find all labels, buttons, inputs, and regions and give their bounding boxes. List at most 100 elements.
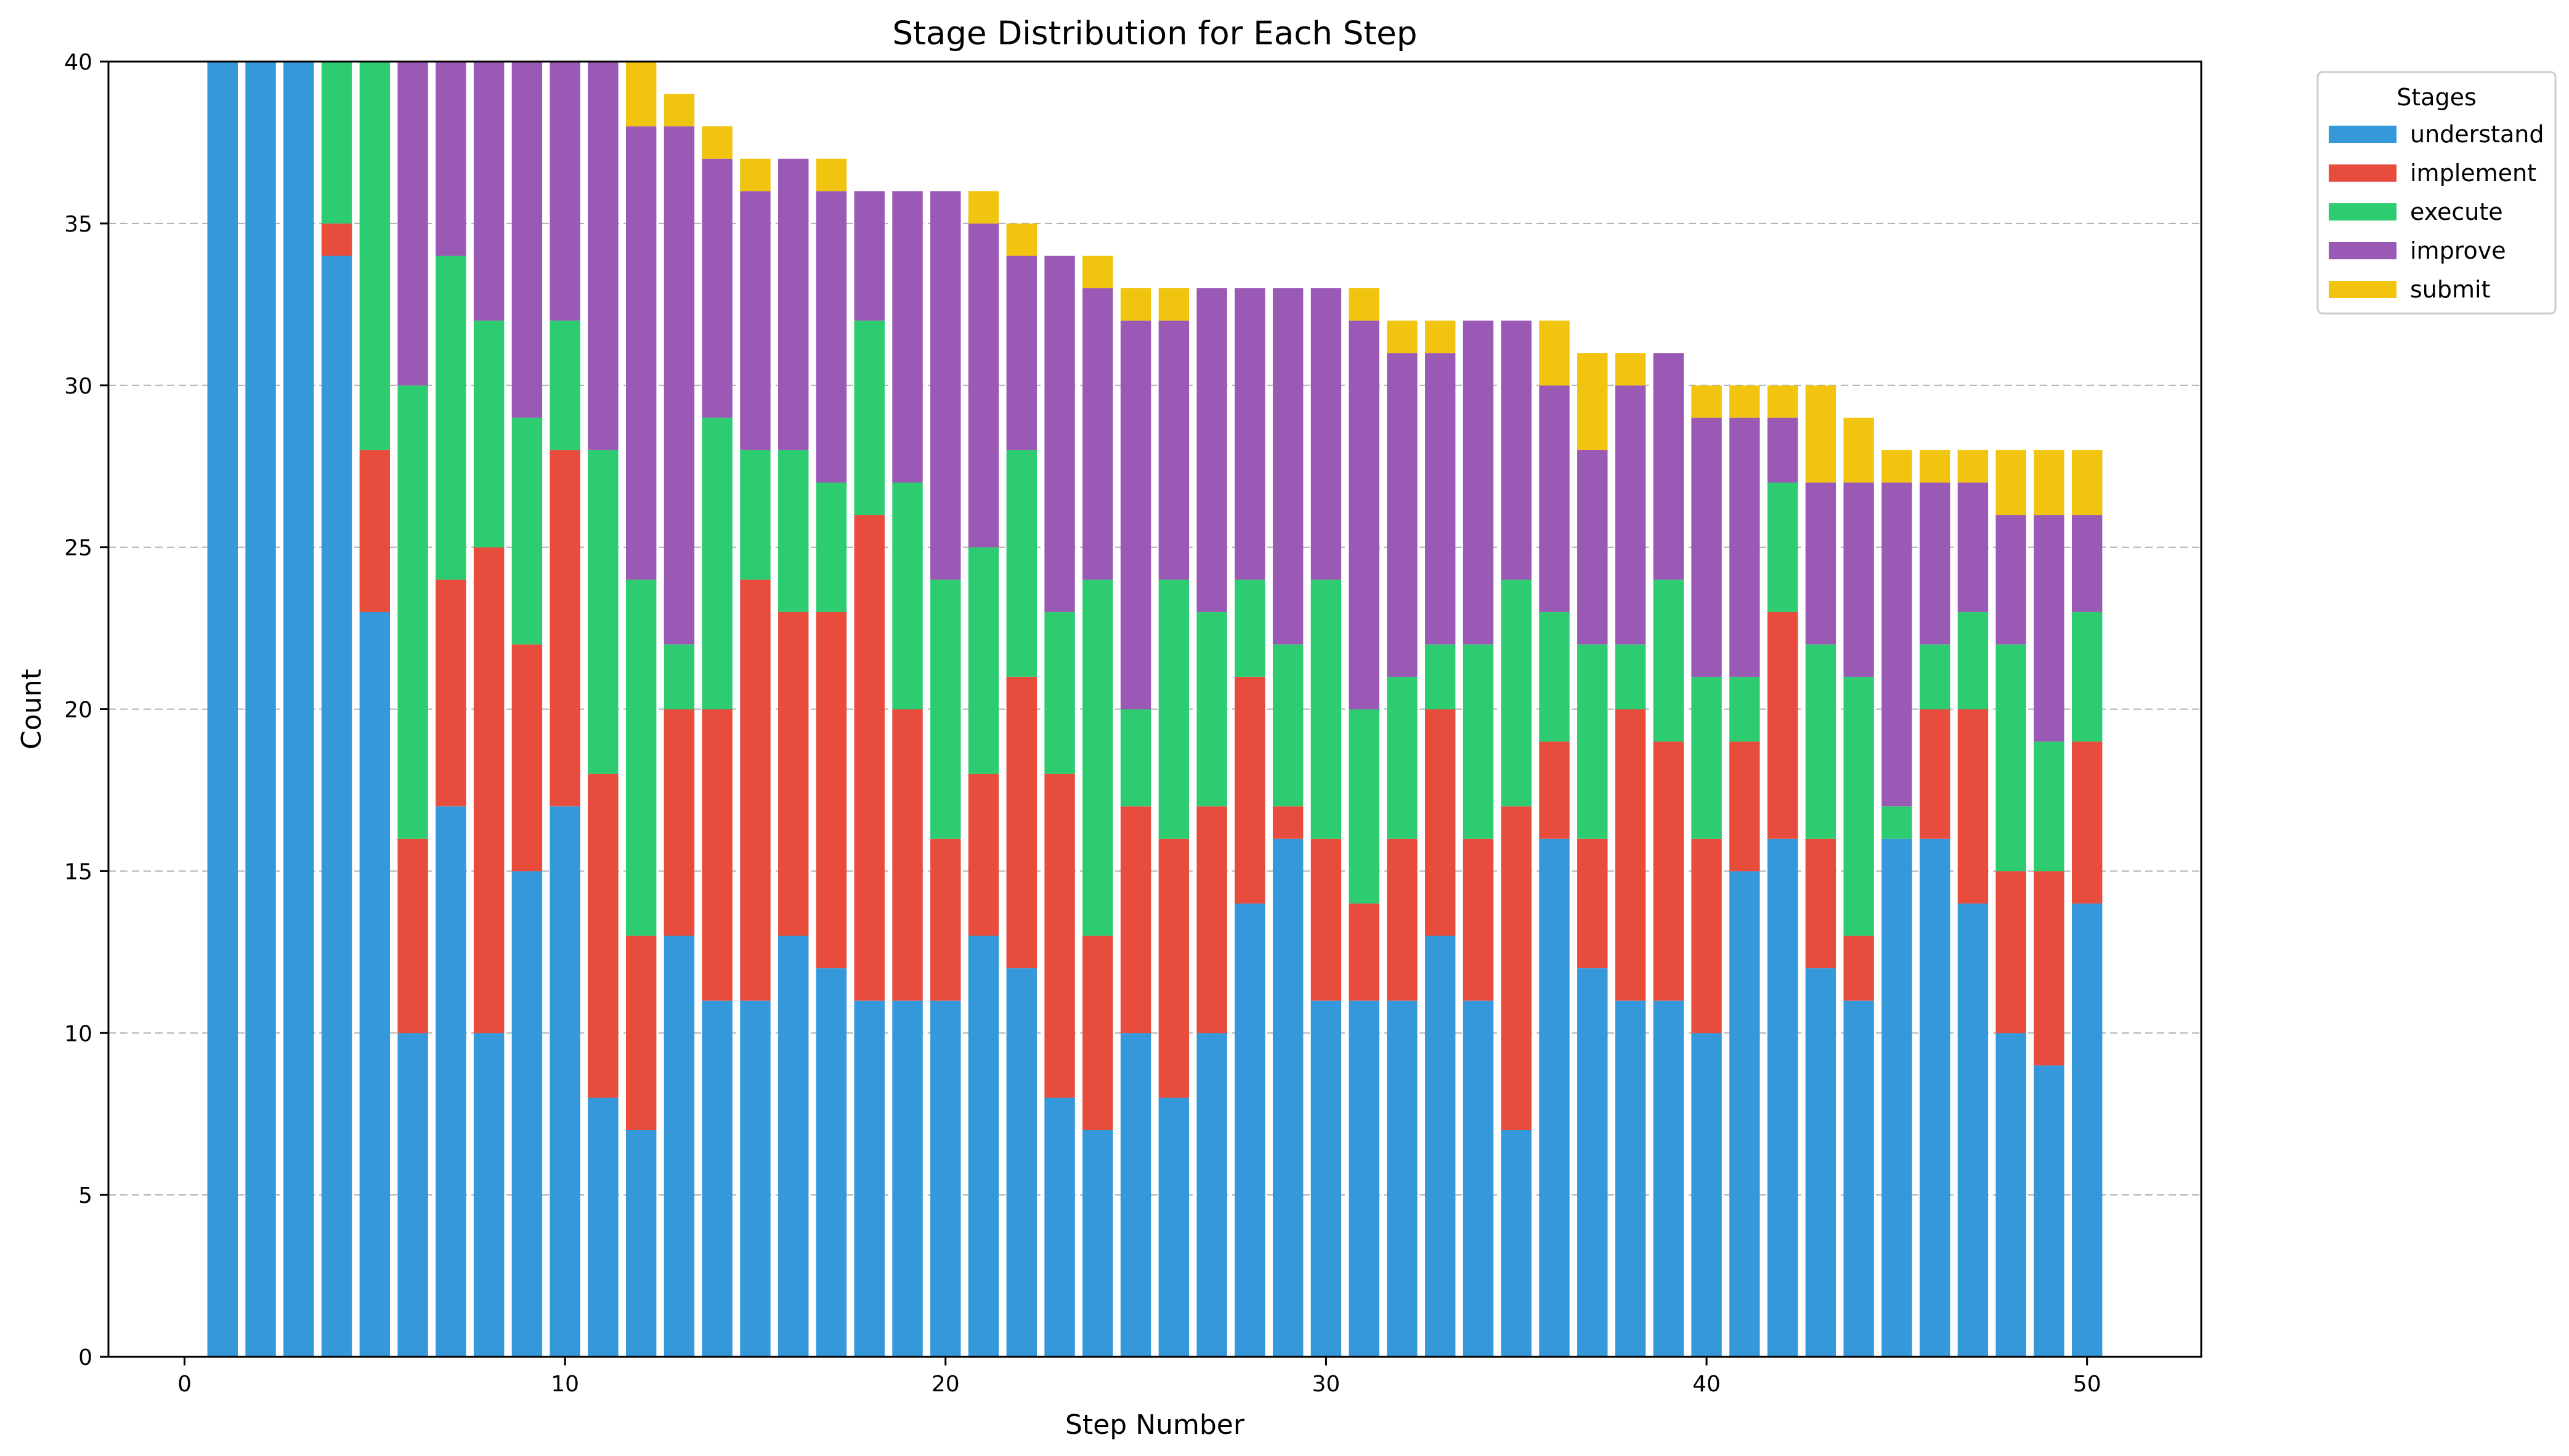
bar-execute xyxy=(511,418,543,645)
bar-implement xyxy=(664,709,695,936)
y-axis-label: Count xyxy=(16,669,47,750)
bar-improve xyxy=(1044,256,1075,612)
bar-understand xyxy=(1995,1033,2026,1357)
bar-execute xyxy=(359,62,391,450)
bar-execute xyxy=(1615,644,1646,710)
legend-label-submit: submit xyxy=(2410,276,2490,303)
bar-implement xyxy=(1691,838,1722,1033)
bar-execute xyxy=(1539,612,1570,742)
bar-improve xyxy=(1577,450,1608,645)
legend-label-understand: understand xyxy=(2410,121,2544,148)
bar-improve xyxy=(1501,320,1532,580)
bar-understand xyxy=(321,256,352,1357)
bar-submit xyxy=(1805,385,1836,483)
bar-submit xyxy=(1767,385,1798,418)
bar-execute xyxy=(1006,450,1037,677)
bar-improve xyxy=(1957,482,1989,612)
bar-improve xyxy=(625,126,657,580)
bar-execute xyxy=(664,644,695,710)
bar-implement xyxy=(625,936,657,1130)
bar-execute xyxy=(892,482,923,710)
bar-implement xyxy=(1729,742,1760,872)
bar-implement xyxy=(2034,871,2064,1066)
bar-implement xyxy=(892,709,923,1001)
bar-submit xyxy=(1881,450,1912,483)
bar-implement xyxy=(588,774,619,1098)
bar-execute xyxy=(778,450,809,612)
bar-understand xyxy=(664,936,695,1357)
bar-implement xyxy=(1463,838,1494,1001)
bar-understand xyxy=(1310,1000,1342,1357)
legend-label-improve: improve xyxy=(2410,237,2506,264)
bar-understand xyxy=(1919,838,1950,1357)
bar-improve xyxy=(816,191,847,483)
bar-improve xyxy=(2034,515,2064,742)
legend-swatch-implement xyxy=(2329,164,2397,182)
bar-understand xyxy=(473,1033,505,1357)
bar-understand xyxy=(1615,1000,1646,1357)
bar-implement xyxy=(1349,903,1379,1001)
bar-execute xyxy=(1957,612,1989,710)
bar-understand xyxy=(397,1033,428,1357)
bar-improve xyxy=(1995,515,2026,645)
bar-submit xyxy=(740,158,771,192)
bar-implement xyxy=(816,612,847,969)
bar-improve xyxy=(588,62,619,450)
y-tick-label: 15 xyxy=(64,859,92,884)
bar-improve xyxy=(1539,385,1570,612)
bar-execute xyxy=(1653,580,1684,742)
bar-implement xyxy=(1082,936,1113,1130)
x-tick-label: 20 xyxy=(931,1372,960,1397)
bar-implement xyxy=(1006,676,1037,969)
bar-submit xyxy=(1539,320,1570,386)
bar-understand xyxy=(1006,968,1037,1357)
bar-execute xyxy=(436,256,466,580)
y-tick-label: 5 xyxy=(78,1183,92,1208)
bar-improve xyxy=(473,62,505,321)
bar-implement xyxy=(1843,936,1874,1001)
bar-understand xyxy=(1349,1000,1379,1357)
y-tick-label: 20 xyxy=(64,698,92,723)
legend: Stages understand implement execute improve… xyxy=(2316,71,2557,315)
y-tick-label: 25 xyxy=(64,536,92,561)
x-ticks: 0 10 20 30 40 50 xyxy=(177,1357,2101,1397)
y-tick-label: 0 xyxy=(78,1345,92,1370)
bar-submit xyxy=(1082,256,1113,289)
bar-implement xyxy=(1919,709,1950,839)
bar-submit xyxy=(968,191,999,224)
bar-execute xyxy=(854,320,885,516)
bar-implement xyxy=(1615,709,1646,1001)
bar-implement xyxy=(359,450,391,612)
bar-implement xyxy=(930,838,961,1001)
bar-improve xyxy=(1082,288,1113,580)
bar-understand xyxy=(1082,1130,1113,1357)
bar-execute xyxy=(1120,709,1151,807)
bar-submit xyxy=(1957,450,1989,483)
bar-improve xyxy=(968,223,999,548)
bar-implement xyxy=(854,515,885,1001)
bar-improve xyxy=(1196,288,1227,612)
bar-execute xyxy=(1881,806,1912,839)
bar-execute xyxy=(1729,676,1760,742)
legend-swatch-understand xyxy=(2329,126,2397,143)
bar-submit xyxy=(625,62,657,127)
bar-understand xyxy=(854,1000,885,1357)
bar-improve xyxy=(930,191,961,580)
bar-understand xyxy=(1196,1033,1227,1357)
bar-implement xyxy=(1120,806,1151,1033)
bar-implement xyxy=(550,450,580,807)
bar-execute xyxy=(2034,742,2064,872)
y-tick-label: 30 xyxy=(64,374,92,399)
bar-understand xyxy=(436,806,466,1357)
bar-execute xyxy=(1767,482,1798,612)
bar-improve xyxy=(1653,353,1684,580)
bar-implement xyxy=(1158,838,1190,1098)
bar-implement xyxy=(1501,806,1532,1130)
x-tick-label: 10 xyxy=(551,1372,579,1397)
bar-submit xyxy=(1006,223,1037,256)
bar-implement xyxy=(1310,838,1342,1001)
bar-improve xyxy=(1310,288,1342,580)
bar-submit xyxy=(816,158,847,192)
bar-improve xyxy=(1425,353,1456,645)
